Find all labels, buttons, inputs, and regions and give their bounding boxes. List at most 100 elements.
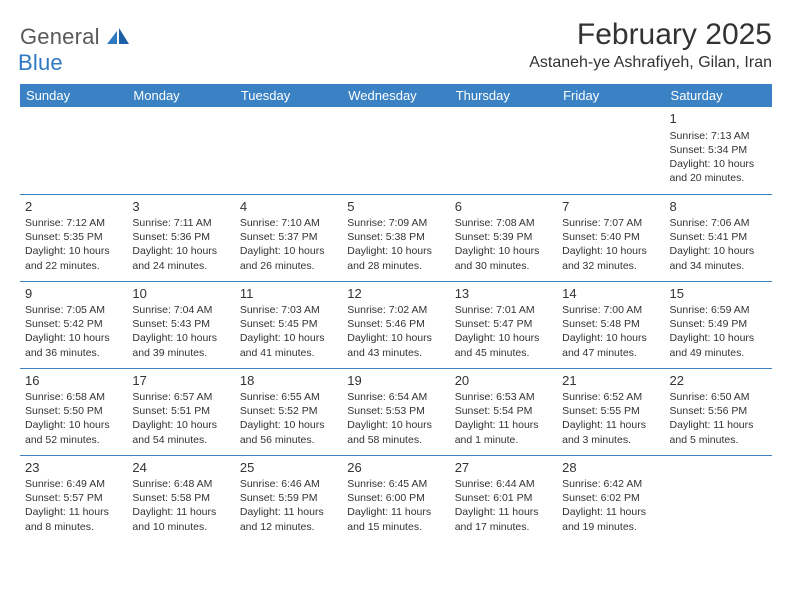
day-number: 23	[25, 459, 122, 477]
sunset-text: Sunset: 5:56 PM	[670, 404, 767, 418]
weekday-header: Thursday	[450, 84, 557, 107]
sunrise-text: Sunrise: 6:45 AM	[347, 477, 444, 491]
daylight-text-line1: Daylight: 11 hours	[347, 505, 444, 519]
calendar-day-cell: 28Sunrise: 6:42 AMSunset: 6:02 PMDayligh…	[557, 455, 664, 542]
daylight-text-line2: and 8 minutes.	[25, 520, 122, 534]
calendar-table: Sunday Monday Tuesday Wednesday Thursday…	[20, 84, 772, 542]
weekday-header: Sunday	[20, 84, 127, 107]
sunset-text: Sunset: 5:59 PM	[240, 491, 337, 505]
daylight-text-line2: and 20 minutes.	[670, 171, 767, 185]
calendar-day-cell: 3Sunrise: 7:11 AMSunset: 5:36 PMDaylight…	[127, 194, 234, 281]
calendar-day-cell	[450, 107, 557, 194]
day-number: 20	[455, 372, 552, 390]
sunrise-text: Sunrise: 6:58 AM	[25, 390, 122, 404]
calendar-week-row: 16Sunrise: 6:58 AMSunset: 5:50 PMDayligh…	[20, 368, 772, 455]
calendar-week-row: 23Sunrise: 6:49 AMSunset: 5:57 PMDayligh…	[20, 455, 772, 542]
weekday-header: Tuesday	[235, 84, 342, 107]
day-number: 25	[240, 459, 337, 477]
calendar-day-cell: 19Sunrise: 6:54 AMSunset: 5:53 PMDayligh…	[342, 368, 449, 455]
sunset-text: Sunset: 5:42 PM	[25, 317, 122, 331]
sunset-text: Sunset: 5:41 PM	[670, 230, 767, 244]
daylight-text-line1: Daylight: 10 hours	[562, 331, 659, 345]
sunrise-text: Sunrise: 7:03 AM	[240, 303, 337, 317]
daylight-text-line1: Daylight: 11 hours	[25, 505, 122, 519]
page-header: General Blue February 2025 Astaneh-ye As…	[20, 18, 772, 76]
daylight-text-line1: Daylight: 10 hours	[455, 244, 552, 258]
day-number: 12	[347, 285, 444, 303]
logo-text-blue: Blue	[18, 50, 63, 75]
daylight-text-line2: and 17 minutes.	[455, 520, 552, 534]
weekday-header: Monday	[127, 84, 234, 107]
sunset-text: Sunset: 5:55 PM	[562, 404, 659, 418]
daylight-text-line1: Daylight: 10 hours	[25, 418, 122, 432]
sunset-text: Sunset: 5:34 PM	[670, 143, 767, 157]
daylight-text-line2: and 52 minutes.	[25, 433, 122, 447]
month-title: February 2025	[529, 18, 772, 52]
daylight-text-line2: and 15 minutes.	[347, 520, 444, 534]
daylight-text-line1: Daylight: 10 hours	[240, 244, 337, 258]
sunrise-text: Sunrise: 6:55 AM	[240, 390, 337, 404]
day-number: 9	[25, 285, 122, 303]
sunrise-text: Sunrise: 6:48 AM	[132, 477, 229, 491]
daylight-text-line1: Daylight: 10 hours	[347, 331, 444, 345]
daylight-text-line1: Daylight: 10 hours	[25, 331, 122, 345]
day-number: 6	[455, 198, 552, 216]
calendar-day-cell: 13Sunrise: 7:01 AMSunset: 5:47 PMDayligh…	[450, 281, 557, 368]
daylight-text-line1: Daylight: 10 hours	[132, 331, 229, 345]
day-number: 3	[132, 198, 229, 216]
calendar-day-cell: 23Sunrise: 6:49 AMSunset: 5:57 PMDayligh…	[20, 455, 127, 542]
daylight-text-line1: Daylight: 11 hours	[455, 505, 552, 519]
sunrise-text: Sunrise: 7:10 AM	[240, 216, 337, 230]
sunset-text: Sunset: 5:45 PM	[240, 317, 337, 331]
daylight-text-line1: Daylight: 10 hours	[240, 331, 337, 345]
weekday-header-row: Sunday Monday Tuesday Wednesday Thursday…	[20, 84, 772, 107]
calendar-day-cell: 9Sunrise: 7:05 AMSunset: 5:42 PMDaylight…	[20, 281, 127, 368]
sunset-text: Sunset: 6:02 PM	[562, 491, 659, 505]
weekday-header: Saturday	[665, 84, 772, 107]
calendar-day-cell	[342, 107, 449, 194]
daylight-text-line2: and 26 minutes.	[240, 259, 337, 273]
calendar-day-cell: 4Sunrise: 7:10 AMSunset: 5:37 PMDaylight…	[235, 194, 342, 281]
daylight-text-line1: Daylight: 10 hours	[670, 331, 767, 345]
daylight-text-line2: and 36 minutes.	[25, 346, 122, 360]
sunrise-text: Sunrise: 7:07 AM	[562, 216, 659, 230]
day-number: 10	[132, 285, 229, 303]
calendar-day-cell: 16Sunrise: 6:58 AMSunset: 5:50 PMDayligh…	[20, 368, 127, 455]
calendar-day-cell	[665, 455, 772, 542]
daylight-text-line1: Daylight: 10 hours	[562, 244, 659, 258]
sunset-text: Sunset: 5:49 PM	[670, 317, 767, 331]
day-number: 2	[25, 198, 122, 216]
sunset-text: Sunset: 5:40 PM	[562, 230, 659, 244]
sunset-text: Sunset: 5:39 PM	[455, 230, 552, 244]
daylight-text-line2: and 39 minutes.	[132, 346, 229, 360]
weekday-header: Wednesday	[342, 84, 449, 107]
calendar-day-cell: 8Sunrise: 7:06 AMSunset: 5:41 PMDaylight…	[665, 194, 772, 281]
day-number: 22	[670, 372, 767, 390]
calendar-day-cell: 7Sunrise: 7:07 AMSunset: 5:40 PMDaylight…	[557, 194, 664, 281]
daylight-text-line2: and 1 minute.	[455, 433, 552, 447]
daylight-text-line2: and 24 minutes.	[132, 259, 229, 273]
daylight-text-line2: and 22 minutes.	[25, 259, 122, 273]
daylight-text-line2: and 28 minutes.	[347, 259, 444, 273]
day-number: 18	[240, 372, 337, 390]
day-number: 7	[562, 198, 659, 216]
daylight-text-line1: Daylight: 11 hours	[562, 418, 659, 432]
calendar-day-cell: 2Sunrise: 7:12 AMSunset: 5:35 PMDaylight…	[20, 194, 127, 281]
day-number: 24	[132, 459, 229, 477]
daylight-text-line1: Daylight: 11 hours	[670, 418, 767, 432]
calendar-day-cell: 14Sunrise: 7:00 AMSunset: 5:48 PMDayligh…	[557, 281, 664, 368]
calendar-day-cell: 20Sunrise: 6:53 AMSunset: 5:54 PMDayligh…	[450, 368, 557, 455]
calendar-day-cell	[235, 107, 342, 194]
daylight-text-line1: Daylight: 10 hours	[347, 244, 444, 258]
sunset-text: Sunset: 5:46 PM	[347, 317, 444, 331]
calendar-week-row: 1Sunrise: 7:13 AMSunset: 5:34 PMDaylight…	[20, 107, 772, 194]
daylight-text-line2: and 12 minutes.	[240, 520, 337, 534]
sunrise-text: Sunrise: 6:57 AM	[132, 390, 229, 404]
sunrise-text: Sunrise: 7:01 AM	[455, 303, 552, 317]
day-number: 1	[670, 110, 767, 128]
calendar-day-cell: 6Sunrise: 7:08 AMSunset: 5:39 PMDaylight…	[450, 194, 557, 281]
calendar-day-cell: 5Sunrise: 7:09 AMSunset: 5:38 PMDaylight…	[342, 194, 449, 281]
title-block: February 2025 Astaneh-ye Ashrafiyeh, Gil…	[529, 18, 772, 72]
daylight-text-line2: and 49 minutes.	[670, 346, 767, 360]
logo-sail-icon	[107, 31, 129, 48]
